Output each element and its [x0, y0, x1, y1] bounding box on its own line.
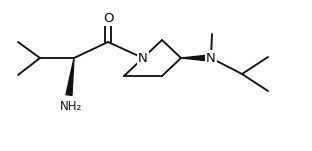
Polygon shape [181, 55, 211, 61]
Text: N: N [206, 51, 216, 64]
Text: O: O [103, 11, 113, 24]
Polygon shape [66, 58, 74, 95]
Text: N: N [138, 51, 148, 64]
Text: NH₂: NH₂ [60, 100, 82, 113]
